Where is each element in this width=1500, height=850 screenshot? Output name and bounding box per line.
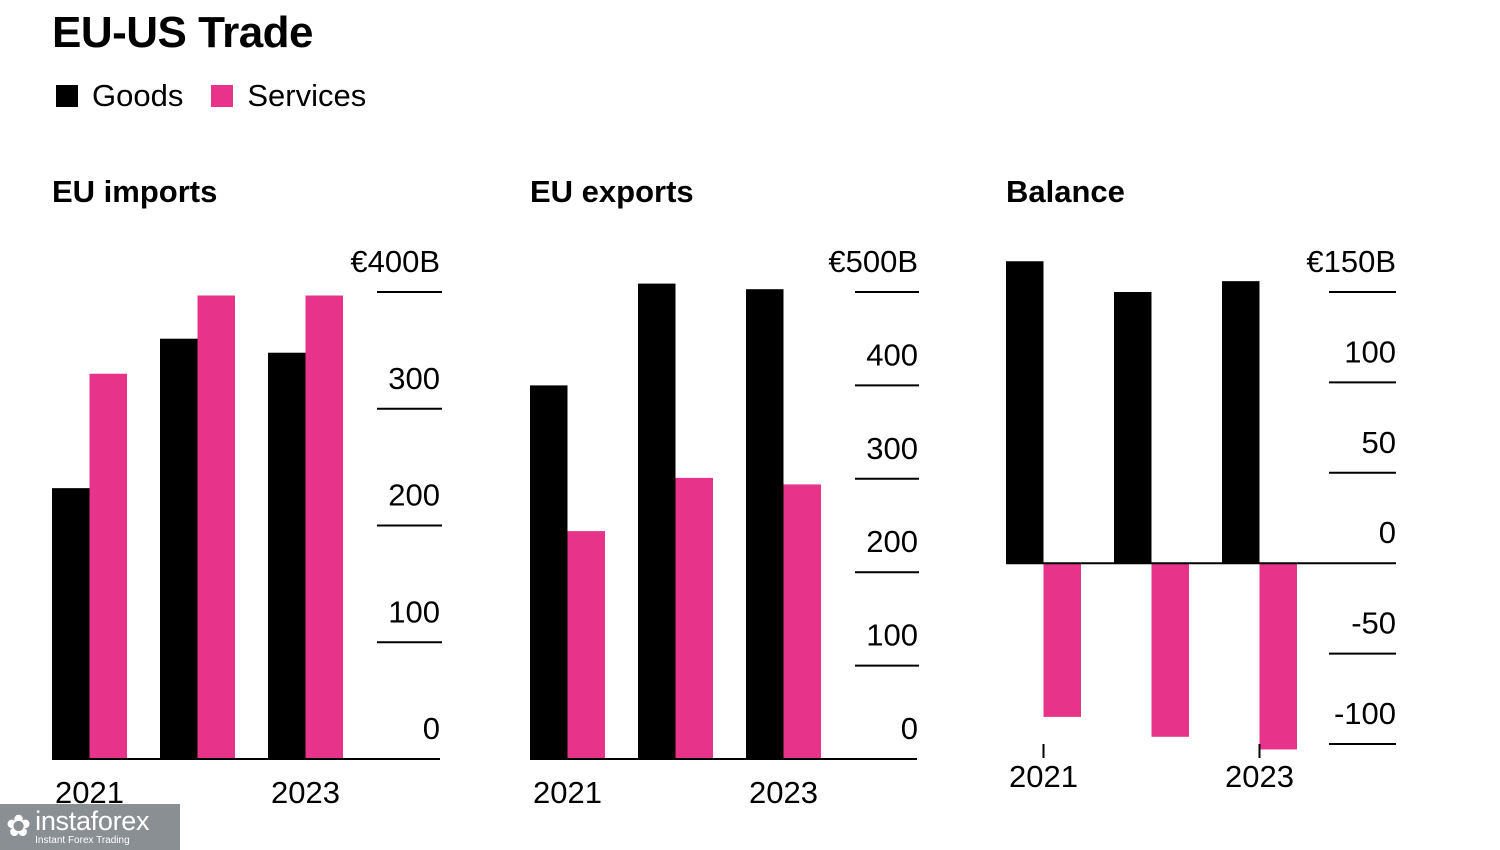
watermark-sub: Instant Forex Trading [35,835,130,846]
eu-imports-bar-goods-2021 [52,488,90,759]
eu-exports-ytick-label-0: 0 [901,711,918,746]
balance-title: Balance [1006,174,1125,209]
eu-exports-ytick-label-4: 400 [866,337,918,372]
balance-bar-services-2022 [1151,563,1189,737]
balance-bar-services-2023 [1259,563,1297,750]
legend-item-services: Services [211,78,366,114]
legend-swatch-goods [56,85,78,107]
eu-exports-bar-services-2023 [783,484,821,759]
eu-exports-xtick-label-1: 2023 [749,775,818,810]
balance-ytick-label-3: 50 [1362,425,1396,460]
eu-exports-bar-services-2022 [675,477,713,759]
eu-exports-xtick-label-0: 2021 [533,775,602,810]
balance-xtick-label-1: 2023 [1225,759,1294,794]
legend-swatch-services [211,85,234,107]
eu-exports-bar-services-2021 [567,531,605,759]
eu-imports-ytick-label-4: €400B [350,244,440,279]
watermark: ✿ instaforex Instant Forex Trading [0,804,180,850]
eu-exports-title: EU exports [530,174,694,209]
balance-ytick-label-4: 100 [1344,334,1396,369]
eu-imports-ytick-label-2: 200 [388,478,440,513]
balance-bar-goods-2023 [1222,281,1260,564]
eu-imports-ytick-label-3: 300 [388,361,440,396]
balance-ytick-label-5: €150B [1306,244,1396,279]
legend-item-goods: Goods [56,78,183,114]
eu-imports-title: EU imports [52,174,217,209]
balance-bar-goods-2021 [1006,261,1044,564]
legend-label-goods: Goods [92,78,184,113]
eu-imports-xtick-label-1: 2023 [271,775,340,810]
eu-exports-bar-goods-2023 [746,289,784,759]
eu-exports-bar-goods-2022 [638,283,676,759]
watermark-name: instaforex [35,806,150,836]
eu-exports-ytick-label-5: €500B [828,244,918,279]
eu-exports-bar-goods-2021 [530,385,568,759]
eu-exports-ytick-label-3: 300 [866,431,918,466]
chart-title: EU-US Trade [52,8,314,57]
gear-logo-icon: ✿ [6,810,32,843]
balance-bar-services-2021 [1043,563,1081,717]
eu-imports-ytick-label-1: 100 [388,594,440,629]
balance-ytick-label-1: -50 [1351,606,1396,641]
eu-exports-ytick-label-2: 200 [866,524,918,559]
balance-ytick-label-2: 0 [1379,515,1396,550]
eu-imports-bar-services-2021 [89,373,127,759]
watermark-text: instaforex Instant Forex Trading [35,808,149,846]
eu-exports-ytick-label-1: 100 [866,618,918,653]
eu-imports-bar-services-2023 [305,295,343,759]
eu-imports-ytick-label-0: 0 [423,711,440,746]
eu-imports-bar-goods-2022 [160,338,198,759]
eu-imports-bar-goods-2023 [268,352,306,759]
balance-bar-goods-2022 [1114,292,1152,564]
balance-ytick-label-0: -100 [1334,696,1396,731]
eu-imports-bar-services-2022 [197,295,235,759]
legend: Goods Services [56,78,394,114]
legend-label-services: Services [247,78,367,113]
balance-xtick-label-0: 2021 [1009,759,1078,794]
